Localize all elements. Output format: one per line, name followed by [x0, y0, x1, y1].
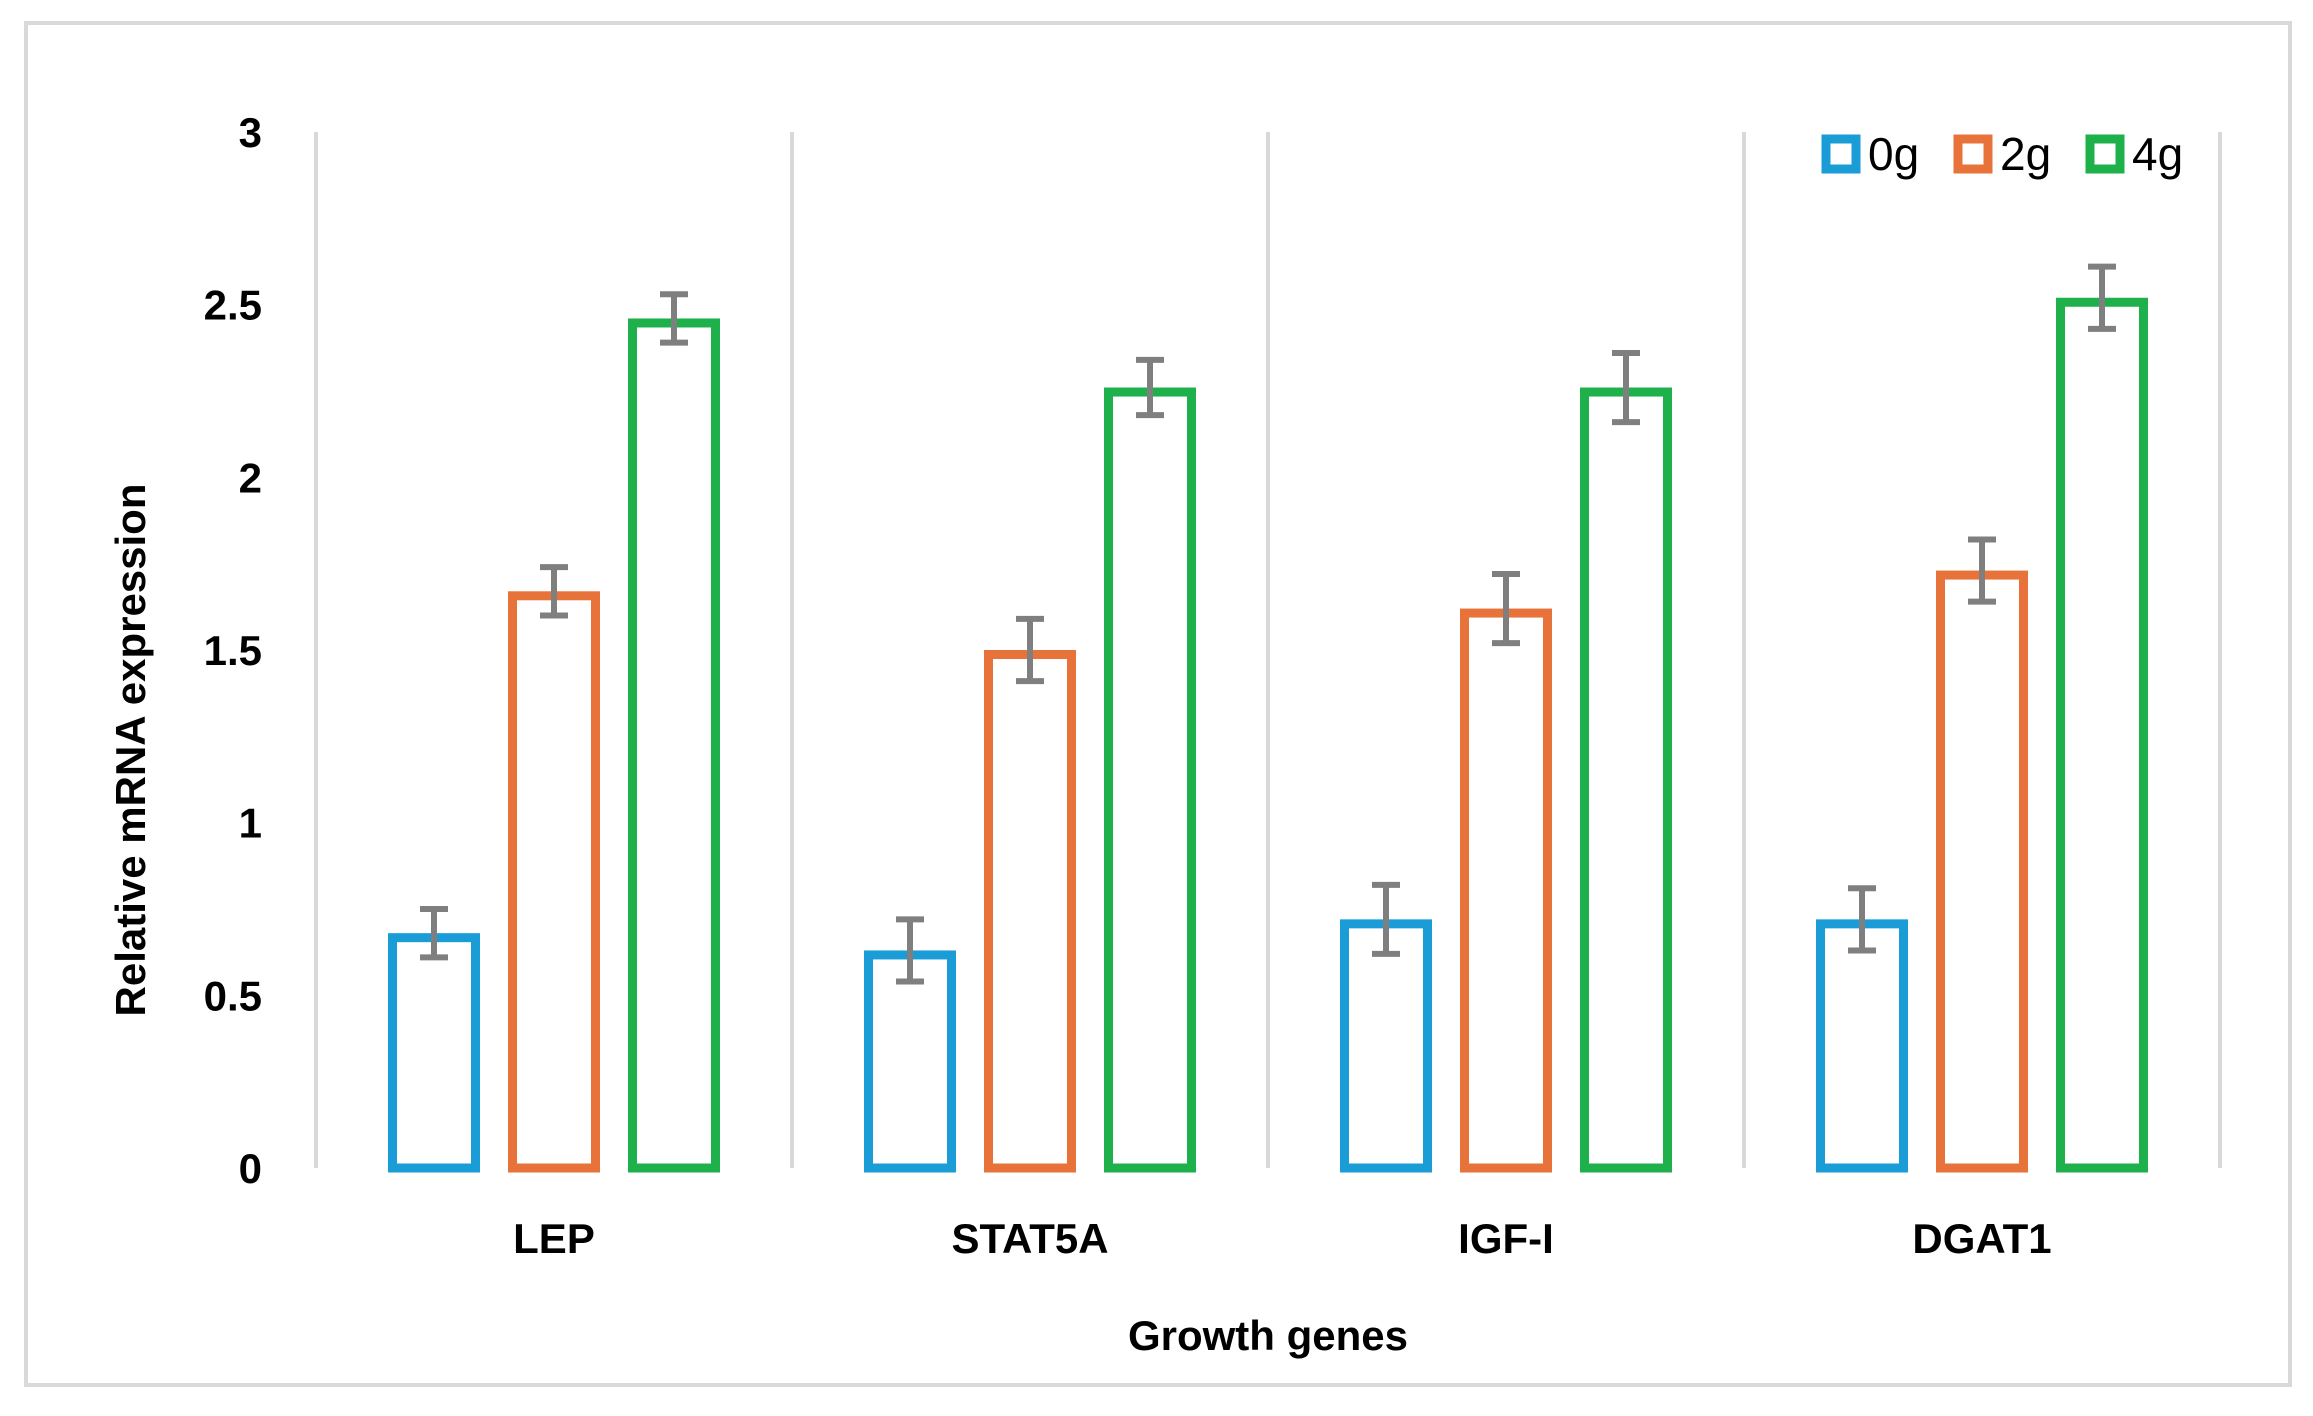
category-label: IGF-I — [1458, 1215, 1554, 1262]
legend-swatch-2g — [1953, 134, 1993, 174]
legend-label-0g: 0g — [1868, 128, 1919, 180]
error-bars — [420, 263, 2116, 985]
bar-2g-IGF-I — [1460, 608, 1552, 1173]
x-axis-categories: LEP STAT5A IGF-I DGAT1 — [513, 1215, 2051, 1262]
bar-4g-STAT5A — [1104, 387, 1196, 1173]
bar-0g-DGAT1 — [1816, 919, 1908, 1173]
bar-2g-STAT5A — [984, 650, 1076, 1173]
bar-4g-IGF-I — [1580, 387, 1672, 1173]
y-axis-ticks: 0 0.5 1 1.5 2 2.5 3 — [204, 109, 262, 1192]
category-separators — [314, 132, 2222, 1168]
legend: 0g 2g 4g — [1821, 128, 2183, 180]
legend-label-4g: 4g — [2132, 128, 2183, 180]
legend-swatch-0g — [1821, 134, 1861, 174]
bar-2g-DGAT1 — [1936, 570, 2028, 1173]
category-label: LEP — [513, 1215, 595, 1262]
y-axis-title: Relative mRNA expression — [107, 484, 154, 1017]
bar-0g-LEP — [388, 933, 480, 1173]
bar-0g-STAT5A — [864, 950, 956, 1173]
legend-swatch-4g — [2085, 134, 2125, 174]
legend-label-2g: 2g — [2000, 128, 2051, 180]
bar-0g-IGF-I — [1340, 919, 1432, 1173]
y-tick-label: 1.5 — [204, 627, 262, 674]
bars — [388, 297, 2148, 1173]
bar-2g-LEP — [508, 591, 600, 1173]
y-tick-label: 0 — [239, 1145, 262, 1192]
bar-4g-LEP — [628, 318, 720, 1173]
y-tick-label: 0.5 — [204, 972, 262, 1019]
x-axis-title: Growth genes — [1128, 1312, 1408, 1359]
y-tick-label: 2 — [239, 454, 262, 501]
bar-4g-DGAT1 — [2056, 297, 2148, 1173]
y-tick-label: 1 — [239, 800, 262, 847]
category-label: DGAT1 — [1912, 1215, 2051, 1262]
y-tick-label: 3 — [239, 109, 262, 156]
y-tick-label: 2.5 — [204, 282, 262, 329]
category-label: STAT5A — [951, 1215, 1108, 1262]
